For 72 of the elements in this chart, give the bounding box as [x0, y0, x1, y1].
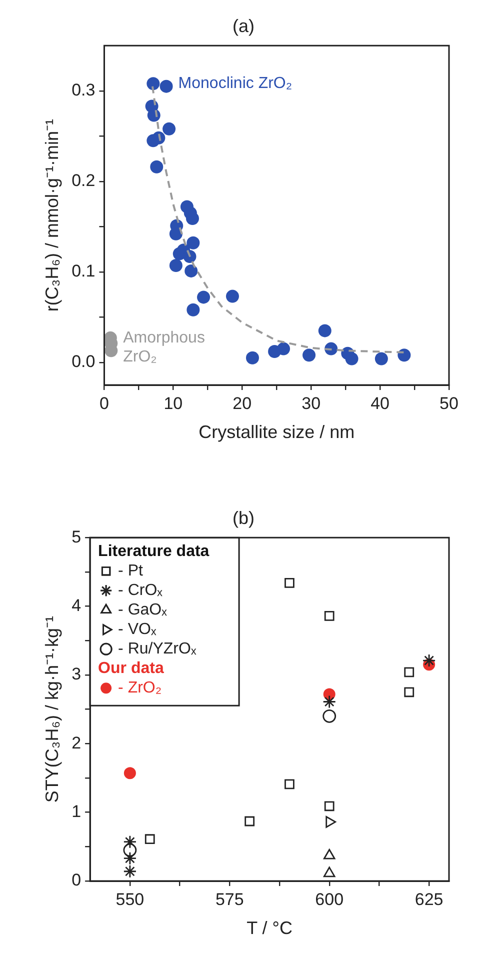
- x-tick-label: 0: [100, 394, 109, 413]
- y-tick-label: 2: [72, 733, 82, 752]
- x-axis-title: T / °C: [246, 918, 292, 938]
- point: [124, 767, 136, 780]
- x-tick-label: 600: [315, 890, 344, 909]
- y-tick-label: 0.0: [72, 352, 96, 372]
- point: [186, 236, 200, 250]
- point: [302, 348, 316, 362]
- legend-label: - Ru/YZrOₓ: [118, 640, 197, 658]
- point: [184, 264, 198, 278]
- y-axis-title: STY(C₃H₆) / kg·h⁻¹·kg⁻¹: [42, 616, 62, 803]
- y-tick-label: 3: [72, 664, 82, 684]
- point: [123, 864, 137, 878]
- x-tick-label: 575: [215, 890, 244, 909]
- point: [404, 687, 414, 698]
- y-axis-title: r(C₃H₆) / mmol·g⁻¹·min⁻¹: [42, 119, 62, 312]
- y-tick-label: 1: [72, 802, 82, 822]
- x-tick-label: 30: [302, 394, 321, 413]
- x-axis-title: Crystallite size / nm: [198, 422, 355, 442]
- point: [169, 259, 182, 272]
- point: [144, 834, 155, 844]
- point: [324, 801, 334, 812]
- point: [169, 227, 182, 240]
- point: [123, 843, 137, 857]
- point: [246, 351, 259, 364]
- point: [146, 134, 160, 148]
- point: [398, 348, 411, 362]
- point: [146, 77, 160, 90]
- series-label: Monoclinic ZrO₂: [178, 75, 292, 92]
- point: [123, 852, 137, 866]
- point: [322, 695, 336, 708]
- point: [284, 578, 294, 588]
- y-tick-label: 0.3: [72, 80, 96, 100]
- chart-title: (a): [232, 16, 254, 36]
- point: [244, 816, 255, 826]
- legend-title: Literature data: [98, 543, 210, 560]
- x-tick-label: 50: [440, 394, 458, 413]
- point: [318, 324, 332, 338]
- point: [284, 779, 294, 790]
- legend-label: - GaOₓ: [118, 602, 168, 619]
- point: [197, 290, 210, 304]
- point: [162, 122, 176, 136]
- point: [186, 303, 200, 316]
- annotation: Our data: [98, 660, 164, 678]
- point: [324, 610, 334, 621]
- point: [404, 667, 414, 678]
- x-tick-label: 40: [370, 394, 390, 413]
- point: [374, 352, 388, 366]
- y-tick-label: 4: [72, 596, 82, 615]
- y-tick-label: 0.2: [72, 171, 96, 190]
- point: [277, 342, 290, 356]
- legend-label: - ZrO₂: [118, 680, 162, 697]
- point: [345, 352, 358, 366]
- series-label: Amorphous ZrO₂: [123, 329, 205, 366]
- point: [150, 160, 164, 174]
- point: [422, 654, 436, 668]
- point: [186, 212, 199, 225]
- y-tick-label: 5: [72, 527, 82, 546]
- y-tick-label: 0.1: [72, 262, 96, 281]
- x-tick-label: 550: [116, 890, 144, 909]
- point: [226, 290, 239, 303]
- x-tick-label: 20: [232, 394, 252, 413]
- legend-label: - CrOₓ: [118, 582, 164, 600]
- legend-label: - VOₓ: [118, 621, 157, 638]
- point: [123, 835, 137, 849]
- x-tick-label: 625: [414, 890, 444, 909]
- chart-title: (b): [232, 508, 254, 528]
- point: [322, 709, 336, 723]
- x-tick-label: 10: [164, 394, 183, 413]
- y-tick-label: 0: [72, 870, 82, 890]
- point: [160, 80, 173, 93]
- legend-label: - Pt: [118, 562, 144, 580]
